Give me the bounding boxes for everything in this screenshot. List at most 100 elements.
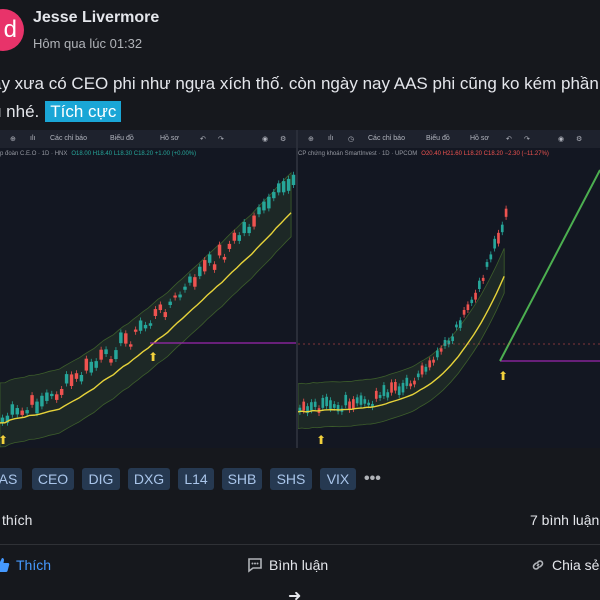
comment-button[interactable]: Bình luận bbox=[247, 557, 328, 576]
candle-body bbox=[193, 277, 197, 287]
candle-body bbox=[59, 388, 64, 395]
symbol-title-right: CP chứng khoán SmartInvest · 1D · UPCOM bbox=[298, 151, 418, 157]
candle-body bbox=[481, 277, 485, 281]
chart-style-button: Biểu đồ bbox=[426, 135, 450, 142]
candle-body bbox=[374, 390, 378, 399]
like-button[interactable]: Thích bbox=[0, 557, 51, 576]
chart-panel-left: ⊕ ılı Các chỉ báo Biểu đồ Hồ sơ ↶ ↷ ◉ ⚙ … bbox=[0, 130, 296, 448]
chart-style-button: Biểu đồ bbox=[110, 135, 134, 142]
moving-average-line bbox=[298, 276, 505, 413]
candle-body bbox=[267, 196, 271, 209]
candle-body bbox=[478, 280, 481, 290]
chart-style-label: Biểu đồ bbox=[110, 135, 134, 142]
candle-body bbox=[30, 395, 34, 405]
undo-icon: ↶ bbox=[200, 136, 206, 143]
like-label: Thích bbox=[16, 557, 52, 574]
ticker-tag[interactable]: SHS bbox=[270, 468, 312, 490]
ticker-tag[interactable]: DXG bbox=[128, 468, 170, 490]
ticker-tag[interactable]: DIG bbox=[82, 468, 120, 490]
chart-toolbar-right: ⊕ ılı ◷ Các chỉ báo Biểu đồ Hồ sơ ↶ ↷ ◉ … bbox=[298, 130, 600, 148]
candle-body bbox=[64, 374, 69, 384]
candle-body bbox=[466, 304, 470, 311]
candle-body bbox=[420, 365, 424, 375]
candle-body bbox=[405, 377, 409, 386]
moving-average-line bbox=[0, 212, 292, 424]
candle-body bbox=[310, 402, 313, 411]
candle-body bbox=[416, 373, 420, 378]
candle-body bbox=[497, 232, 500, 244]
ticker-tag[interactable]: SHB bbox=[222, 468, 262, 490]
candle-body bbox=[173, 295, 177, 298]
candle-body bbox=[84, 358, 89, 371]
comment-icon bbox=[247, 557, 263, 576]
candle-body bbox=[212, 264, 217, 270]
candle-body bbox=[168, 301, 172, 306]
link-icon bbox=[530, 557, 546, 576]
candle-body bbox=[153, 309, 158, 316]
candle-body bbox=[336, 404, 340, 412]
scroll-up-icon[interactable]: ➜ bbox=[288, 588, 302, 600]
redo-icon: ↷ bbox=[218, 136, 224, 143]
candle-body bbox=[313, 401, 317, 407]
candle-body bbox=[237, 235, 241, 241]
candle-body bbox=[0, 417, 5, 423]
candle-body bbox=[500, 224, 504, 233]
candlestick-chart-right: ⬆⬆ bbox=[298, 169, 600, 447]
chart-legend-left: p đoàn C.E.O · 1D · HNX O18.00 H18.40 L18… bbox=[0, 151, 196, 157]
candle-body bbox=[302, 401, 306, 411]
candle-body bbox=[397, 386, 401, 395]
candle-body bbox=[20, 410, 24, 415]
profile-label: Hồ sơ bbox=[470, 135, 489, 142]
plus-icon: ⊕ bbox=[308, 136, 314, 143]
candle-body bbox=[15, 408, 19, 415]
post-text-line-2-content: u nhé. bbox=[0, 102, 40, 121]
indicator-button: Các chỉ báo bbox=[368, 135, 405, 142]
candle-body bbox=[281, 181, 286, 193]
candle-body bbox=[359, 395, 363, 405]
profile-label: Hồ sơ bbox=[160, 135, 179, 142]
candle-body bbox=[332, 404, 336, 408]
sentiment-badge: Tích cực bbox=[45, 101, 122, 122]
candle-body bbox=[143, 324, 148, 329]
candle-body bbox=[485, 262, 489, 267]
indicator-button: Các chỉ báo bbox=[50, 135, 87, 142]
bollinger-band bbox=[0, 171, 292, 448]
avatar[interactable]: d bbox=[0, 9, 24, 51]
candle-body bbox=[325, 396, 328, 407]
candle-body bbox=[291, 174, 296, 186]
author-name[interactable]: Jesse Livermore bbox=[33, 9, 160, 26]
settings-icon: ⚙ bbox=[576, 136, 583, 143]
post-timestamp[interactable]: Hôm qua lúc 01:32 bbox=[33, 36, 143, 51]
comment-count[interactable]: 7 bình luận bbox=[530, 512, 600, 528]
likes-count[interactable]: thích bbox=[2, 512, 33, 528]
bollinger-band bbox=[298, 248, 505, 430]
chart-panel-right: ⊕ ılı ◷ Các chỉ báo Biểu đồ Hồ sơ ↶ ↷ ◉ … bbox=[298, 130, 600, 448]
candle-body bbox=[394, 382, 397, 391]
chart-screenshot[interactable]: ⊕ ılı Các chỉ báo Biểu đồ Hồ sơ ↶ ↷ ◉ ⚙ … bbox=[0, 130, 600, 448]
camera-icon: ◉ bbox=[262, 136, 269, 143]
panel-divider bbox=[296, 130, 298, 448]
more-tags-icon[interactable]: ••• bbox=[364, 470, 381, 487]
ticker-tag[interactable]: L14 bbox=[178, 468, 214, 490]
candle-body bbox=[217, 244, 222, 256]
profile-button: Hồ sơ bbox=[160, 135, 179, 142]
candle-body bbox=[207, 254, 212, 263]
candle-body bbox=[124, 333, 128, 344]
ticker-tag[interactable]: VIX bbox=[320, 468, 356, 490]
candle-body bbox=[222, 256, 227, 260]
share-button[interactable]: Chia sẻ bbox=[530, 557, 599, 576]
candle-body bbox=[262, 201, 266, 211]
candle-body bbox=[178, 294, 182, 298]
candle-body bbox=[114, 350, 118, 360]
candle-body bbox=[183, 286, 187, 290]
ticker-tag[interactable]: CEO bbox=[32, 468, 74, 490]
candle-body bbox=[367, 402, 370, 406]
candle-body bbox=[470, 299, 474, 304]
candle-body bbox=[252, 215, 256, 227]
candle-body bbox=[386, 392, 390, 398]
ohlc-values-right: O20.40 H21.60 L18.20 C18.20 −2.30 (−11.2… bbox=[421, 151, 549, 157]
candle-body bbox=[188, 276, 192, 283]
ticker-tag[interactable]: AS bbox=[0, 468, 22, 490]
candle-body bbox=[371, 403, 374, 408]
ohlc-values-left: O18.00 H18.40 L18.30 C18.20 +1.00 (+0.00… bbox=[71, 151, 197, 157]
